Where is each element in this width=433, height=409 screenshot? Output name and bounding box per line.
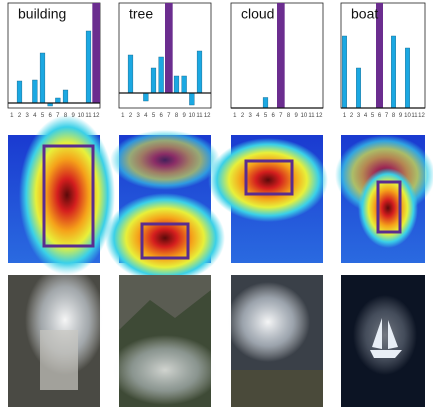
x-tick-label: 5 [371,113,375,119]
x-tick-label: 5 [264,113,268,119]
x-tick-label: 3 [357,113,361,119]
x-tick-label: 3 [248,113,252,119]
x-tick-label: 8 [175,113,179,119]
bar [32,80,37,103]
bar [143,93,148,101]
x-tick-label: 12 [316,113,323,119]
x-tick-label: 1 [233,113,237,119]
bar [165,3,173,93]
x-tick-label: 5 [152,113,156,119]
x-tick-label: 12 [418,113,425,119]
x-tick-label: 1 [10,113,14,119]
x-tick-label: 11 [196,113,203,119]
bar [391,36,395,108]
x-tick-label: 8 [287,113,291,119]
bar [63,90,68,103]
bar [86,31,91,103]
x-tick-label: 7 [167,113,171,119]
bar [92,3,100,103]
x-tick-label: 7 [279,113,283,119]
x-tick-label: 4 [256,113,260,119]
attention-glow [353,295,417,375]
x-tick-label: 10 [77,113,84,119]
bar [263,98,268,109]
x-tick-label: 2 [350,113,354,119]
bar [151,68,156,93]
heat-spot [19,115,115,275]
x-tick-label: 4 [33,113,37,119]
x-tick-label: 10 [188,113,195,119]
heat-spot [105,193,225,283]
x-tick-label: 4 [144,113,148,119]
x-tick-label: 8 [392,113,396,119]
x-tick-label: 12 [93,113,100,119]
x-tick-label: 6 [48,113,52,119]
x-tick-label: 3 [25,113,29,119]
x-tick-label: 9 [294,113,298,119]
x-tick-label: 11 [308,113,315,119]
bar [174,76,179,93]
bar [342,36,346,108]
x-tick-label: 1 [343,113,347,119]
x-tick-label: 2 [129,113,133,119]
bar [17,81,22,103]
bar [189,93,194,105]
x-tick-label: 9 [399,113,403,119]
chart-title: boat [351,5,378,21]
bar [356,68,360,108]
bar [40,53,45,103]
x-tick-label: 7 [385,113,389,119]
attention-glow [226,282,310,362]
x-tick-label: 9 [182,113,186,119]
heat-spot [208,138,328,222]
beach [231,370,323,407]
x-tick-label: 4 [364,113,368,119]
bar [197,51,202,93]
bar [182,76,187,93]
x-tick-label: 2 [241,113,245,119]
x-tick-label: 12 [204,113,211,119]
bar [159,57,164,93]
chart-title: building [18,5,66,21]
bar [277,3,285,108]
x-tick-label: 2 [18,113,22,119]
heat-spot [358,168,418,248]
chart-title: tree [129,5,153,21]
photos [8,265,425,407]
building-shape [40,330,78,390]
x-tick-label: 6 [159,113,163,119]
x-tick-label: 11 [85,113,92,119]
figure: 123456789101112building123456789101112tr… [0,0,433,409]
chart-title: cloud [241,5,274,21]
heatmaps [8,115,433,283]
x-tick-label: 5 [41,113,45,119]
x-tick-label: 10 [300,113,307,119]
bar [55,98,60,103]
x-tick-label: 1 [121,113,125,119]
bar [405,48,409,108]
x-tick-label: 3 [136,113,140,119]
x-tick-label: 6 [378,113,382,119]
attention-glow [110,335,220,405]
heat-spot [110,130,220,190]
bar [128,55,133,93]
x-tick-label: 6 [271,113,275,119]
